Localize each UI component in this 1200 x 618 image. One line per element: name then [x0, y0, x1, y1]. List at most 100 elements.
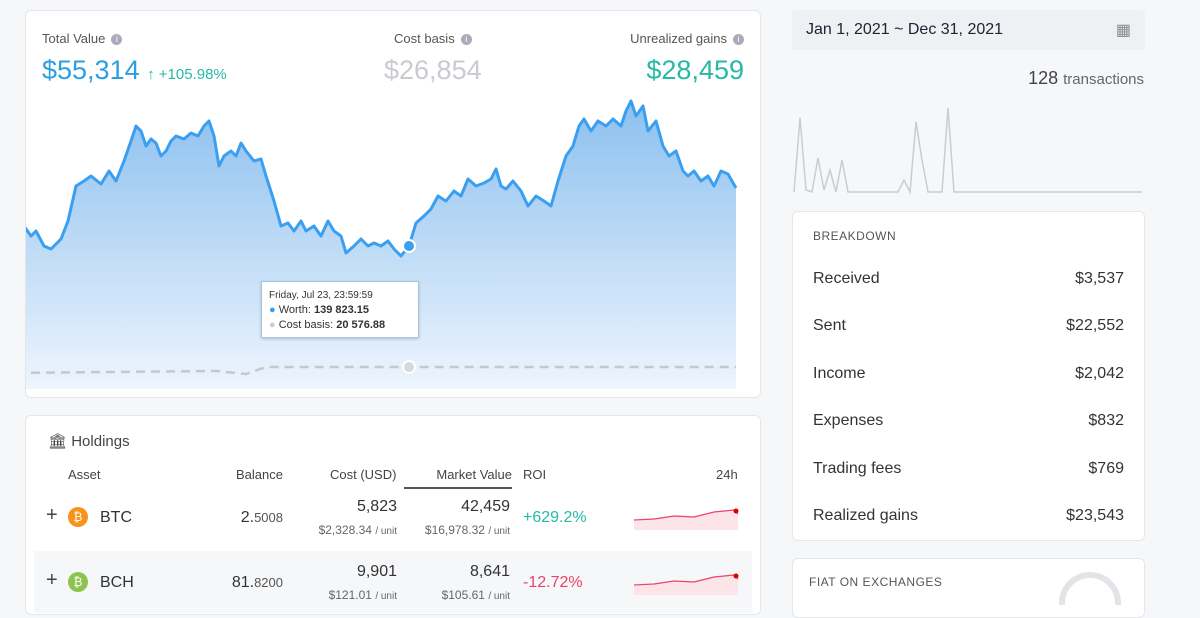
- line: [26, 99, 737, 258]
- holding-row[interactable]: + ₿ BCH 81.8200 9,901 $121.01 / unit 8,6…: [34, 551, 752, 613]
- label: Trading fees: [813, 459, 902, 477]
- value: $769: [1088, 459, 1124, 477]
- value: $22,552: [1066, 317, 1124, 335]
- expand-icon[interactable]: +: [46, 569, 58, 591]
- sparkline-24h: [634, 573, 739, 595]
- breakdown-row: Income $2,042: [813, 365, 1124, 383]
- breakdown-row: Received $3,537: [813, 270, 1124, 288]
- count: 128: [1028, 68, 1059, 88]
- cost-label: Cost basis i: [394, 31, 472, 46]
- coin-icon: ₿: [68, 572, 88, 592]
- date-range[interactable]: Jan 1, 2021 ~ Dec 31, 2021 ▦: [792, 10, 1145, 50]
- unit-price: $121.01: [328, 588, 372, 602]
- unit: / unit: [375, 526, 397, 537]
- asset: BTC: [100, 509, 132, 526]
- tooltip: Friday, Jul 23, 23:59:59 ● Worth: 139 82…: [261, 281, 419, 338]
- value: $55,314: [42, 55, 140, 85]
- label: Worth:: [278, 304, 311, 316]
- fiat-donut: [1059, 572, 1121, 605]
- holding-row[interactable]: + ₿ BTC 2.5008 5,823 $2,328.34 / unit 42…: [34, 486, 752, 548]
- roi: -12.72%: [523, 574, 583, 591]
- unit: / unit: [375, 591, 397, 602]
- value: $3,537: [1075, 270, 1124, 287]
- balance-dec: 5008: [254, 510, 283, 525]
- market: 8,641: [469, 563, 510, 580]
- info-icon[interactable]: i: [111, 34, 123, 46]
- label: Unrealized gains: [630, 31, 727, 46]
- tooltip-worth: ● Worth: 139 823.15: [269, 304, 370, 316]
- cost: 5,823: [356, 498, 397, 515]
- tooltip-cost: ● Cost basis: 20 576.88: [269, 319, 386, 331]
- asset: BCH: [100, 574, 134, 591]
- balance: 2.5008: [241, 509, 283, 527]
- col-header[interactable]: Asset: [68, 467, 101, 482]
- market-unit: $105.61 / unit: [442, 588, 510, 602]
- market-unit: $16,978.32 / unit: [425, 523, 510, 537]
- value: $832: [1088, 412, 1124, 430]
- col-header[interactable]: Market Value: [404, 467, 512, 489]
- cost-line: [26, 365, 736, 376]
- portfolio-card: Total Value i $55,314 ↑ +105.98% Cost bas…: [25, 10, 761, 398]
- value: $23,543: [1066, 507, 1124, 524]
- tooltip-date: Friday, Jul 23, 23:59:59: [269, 290, 373, 301]
- unit-price: $105.61: [441, 588, 485, 602]
- hover-point: [402, 239, 416, 253]
- col-header[interactable]: ROI: [523, 467, 547, 482]
- change: ↑ +105.98%: [147, 66, 227, 83]
- value: 139 823.15: [313, 304, 370, 316]
- coin-icon: ₿: [68, 507, 88, 527]
- sparkline-24h: [634, 508, 739, 530]
- breakdown-card: BREAKDOWN Received $3,537 Sent $22,552 Incom…: [792, 211, 1145, 541]
- info-icon[interactable]: i: [460, 34, 472, 46]
- breakdown-row: Realized gains $23,543: [813, 507, 1124, 525]
- gains-value: $28,459: [646, 55, 744, 85]
- cost-value: $26,854: [384, 55, 482, 85]
- holdings-card: 🏛 Holdings Asset Balance Cost (USD) Mark…: [25, 415, 761, 615]
- total-value: $55,314 ↑ +105.98%: [42, 55, 227, 86]
- cost-unit: $2,328.34 / unit: [319, 523, 397, 537]
- expand-icon[interactable]: +: [46, 504, 58, 526]
- label: Income: [813, 364, 866, 382]
- breakdown-row: Trading fees $769: [813, 460, 1124, 478]
- unit-price: $16,978.32: [424, 523, 485, 537]
- balance-int: 2.: [240, 509, 255, 526]
- breakdown-row: Expenses $832: [813, 412, 1124, 430]
- roi: +629.2%: [523, 509, 587, 526]
- fiat-card: FIAT ON EXCHANGES: [792, 558, 1145, 618]
- holdings-title: 🏛 Holdings: [48, 433, 130, 450]
- calendar-icon[interactable]: ▦: [1115, 22, 1131, 39]
- label: Total Value: [42, 31, 106, 46]
- breakdown-title: BREAKDOWN: [813, 229, 897, 243]
- balance-dec: 8200: [254, 575, 283, 590]
- balance-int: 81.: [231, 574, 255, 591]
- col-header[interactable]: Cost (USD): [330, 467, 397, 482]
- unit: / unit: [488, 526, 510, 537]
- change-text: +105.98%: [158, 66, 227, 83]
- col-header[interactable]: Balance: [236, 467, 283, 482]
- label: Received: [813, 270, 880, 287]
- value-chart: [26, 99, 737, 389]
- balance: 81.8200: [232, 574, 283, 592]
- total-label: Total Value i: [42, 31, 123, 46]
- cost: 9,901: [356, 563, 397, 580]
- date-text: Jan 1, 2021 ~ Dec 31, 2021: [806, 21, 1004, 38]
- unit: / unit: [488, 591, 510, 602]
- info-icon[interactable]: i: [733, 34, 744, 46]
- gains-label: Unrealized gains i: [630, 31, 744, 46]
- value: $2,042: [1075, 364, 1124, 382]
- label: Cost basis:: [278, 319, 334, 331]
- market: 42,459: [461, 498, 510, 515]
- transactions: 128 transactions: [1028, 68, 1144, 89]
- fiat-title: FIAT ON EXCHANGES: [809, 575, 943, 589]
- label: Expenses: [813, 412, 884, 430]
- hover-point: [402, 360, 416, 374]
- col-header[interactable]: 24h: [716, 467, 738, 482]
- cost-unit: $121.01 / unit: [329, 588, 397, 602]
- area: [26, 101, 736, 389]
- label: Cost basis: [394, 31, 455, 46]
- page: Total Value i $55,314 ↑ +105.98% Cost bas…: [25, 10, 1145, 618]
- label: Sent: [813, 317, 846, 335]
- value: 20 576.88: [336, 319, 386, 331]
- title: Holdings: [71, 433, 130, 450]
- label: Realized gains: [813, 507, 918, 524]
